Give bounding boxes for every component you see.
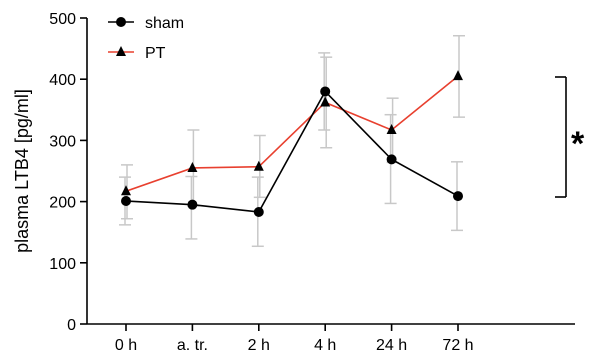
legend-label-pt: PT: [145, 45, 166, 62]
legend-marker-sham: [116, 17, 126, 27]
x-tick-label: 72 h: [442, 337, 473, 354]
data-point-pt: [253, 160, 264, 171]
y-tick-label: 400: [49, 72, 76, 89]
significance-bracket: *: [555, 76, 585, 198]
data-point-pt: [386, 123, 397, 134]
x-tick-label: 4 h: [314, 337, 336, 354]
legend: sham PT: [108, 15, 184, 62]
data-point-sham: [453, 191, 463, 202]
data-point-sham: [253, 207, 264, 218]
series-line-sham: [125, 90, 459, 213]
y-tick-label: 200: [49, 195, 76, 212]
data-point-sham: [121, 195, 131, 206]
x-tick-label: a. tr.: [177, 337, 208, 354]
error-bars: [119, 34, 465, 248]
data-point-sham: [386, 154, 397, 165]
data-point-pt: [320, 96, 331, 107]
x-tick-label: 0 h: [115, 337, 137, 354]
y-axis-title: plasma LTB4 [pg/ml]: [12, 89, 32, 253]
series-markers: [121, 70, 463, 218]
x-tick-label: 2 h: [248, 337, 270, 354]
data-point-pt: [121, 185, 131, 196]
data-point-pt: [187, 161, 198, 172]
y-tick-label: 500: [49, 11, 76, 28]
legend-label-sham: sham: [145, 15, 184, 32]
y-tick-label: 100: [49, 256, 76, 273]
y-tick-label: 300: [49, 133, 76, 150]
x-axis: 0 h a. tr. 2 h 4 h 24 h 72 h: [87, 323, 575, 354]
series-lines: [125, 75, 459, 213]
legend-marker-pt: [116, 46, 126, 56]
data-point-sham: [320, 86, 331, 97]
data-point-pt: [453, 70, 463, 81]
x-tick-label: 24 h: [376, 337, 407, 354]
data-point-sham: [187, 199, 198, 210]
y-axis: 0 100 200 300 400 500: [49, 11, 88, 334]
series-line-pt: [125, 75, 459, 192]
y-tick-label: 0: [67, 317, 76, 334]
significance-star: *: [571, 125, 585, 163]
